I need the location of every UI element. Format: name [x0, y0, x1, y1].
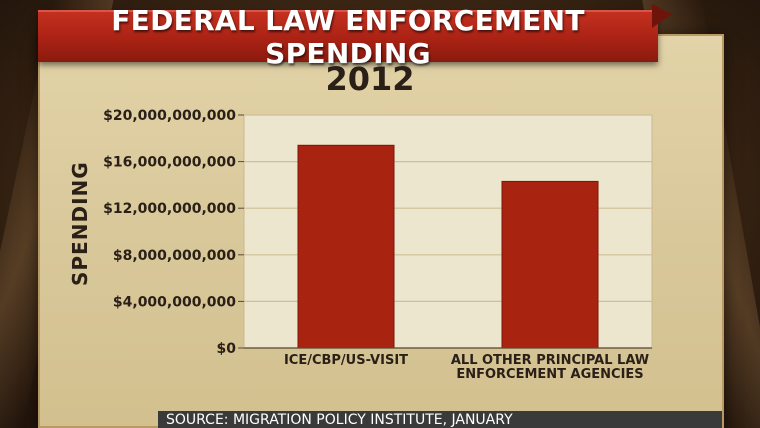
- x-category-label: ICE/CBP/US-VISIT: [284, 353, 408, 368]
- y-tick-label: $16,000,000,000: [103, 155, 236, 171]
- y-tick-label: $12,000,000,000: [103, 201, 236, 217]
- y-tick-label: $8,000,000,000: [113, 248, 236, 264]
- y-tick-label: $20,000,000,000: [103, 108, 236, 124]
- banner-fold: [652, 4, 672, 28]
- chart-title: 2012: [325, 60, 415, 98]
- page-title: FEDERAL LAW ENFORCEMENT SPENDING: [111, 4, 585, 70]
- source-caption: SOURCE: MIGRATION POLICY INSTITUTE, JANU…: [158, 411, 722, 428]
- bar: [501, 180, 599, 349]
- y-tick-label: $0: [217, 341, 237, 357]
- x-category-label: ENFORCEMENT AGENCIES: [456, 367, 643, 382]
- title-banner: FEDERAL LAW ENFORCEMENT SPENDING: [38, 4, 658, 70]
- y-tick-label: $4,000,000,000: [113, 294, 236, 310]
- bar: [297, 144, 395, 349]
- x-category-label: ALL OTHER PRINCIPAL LAW: [451, 353, 649, 368]
